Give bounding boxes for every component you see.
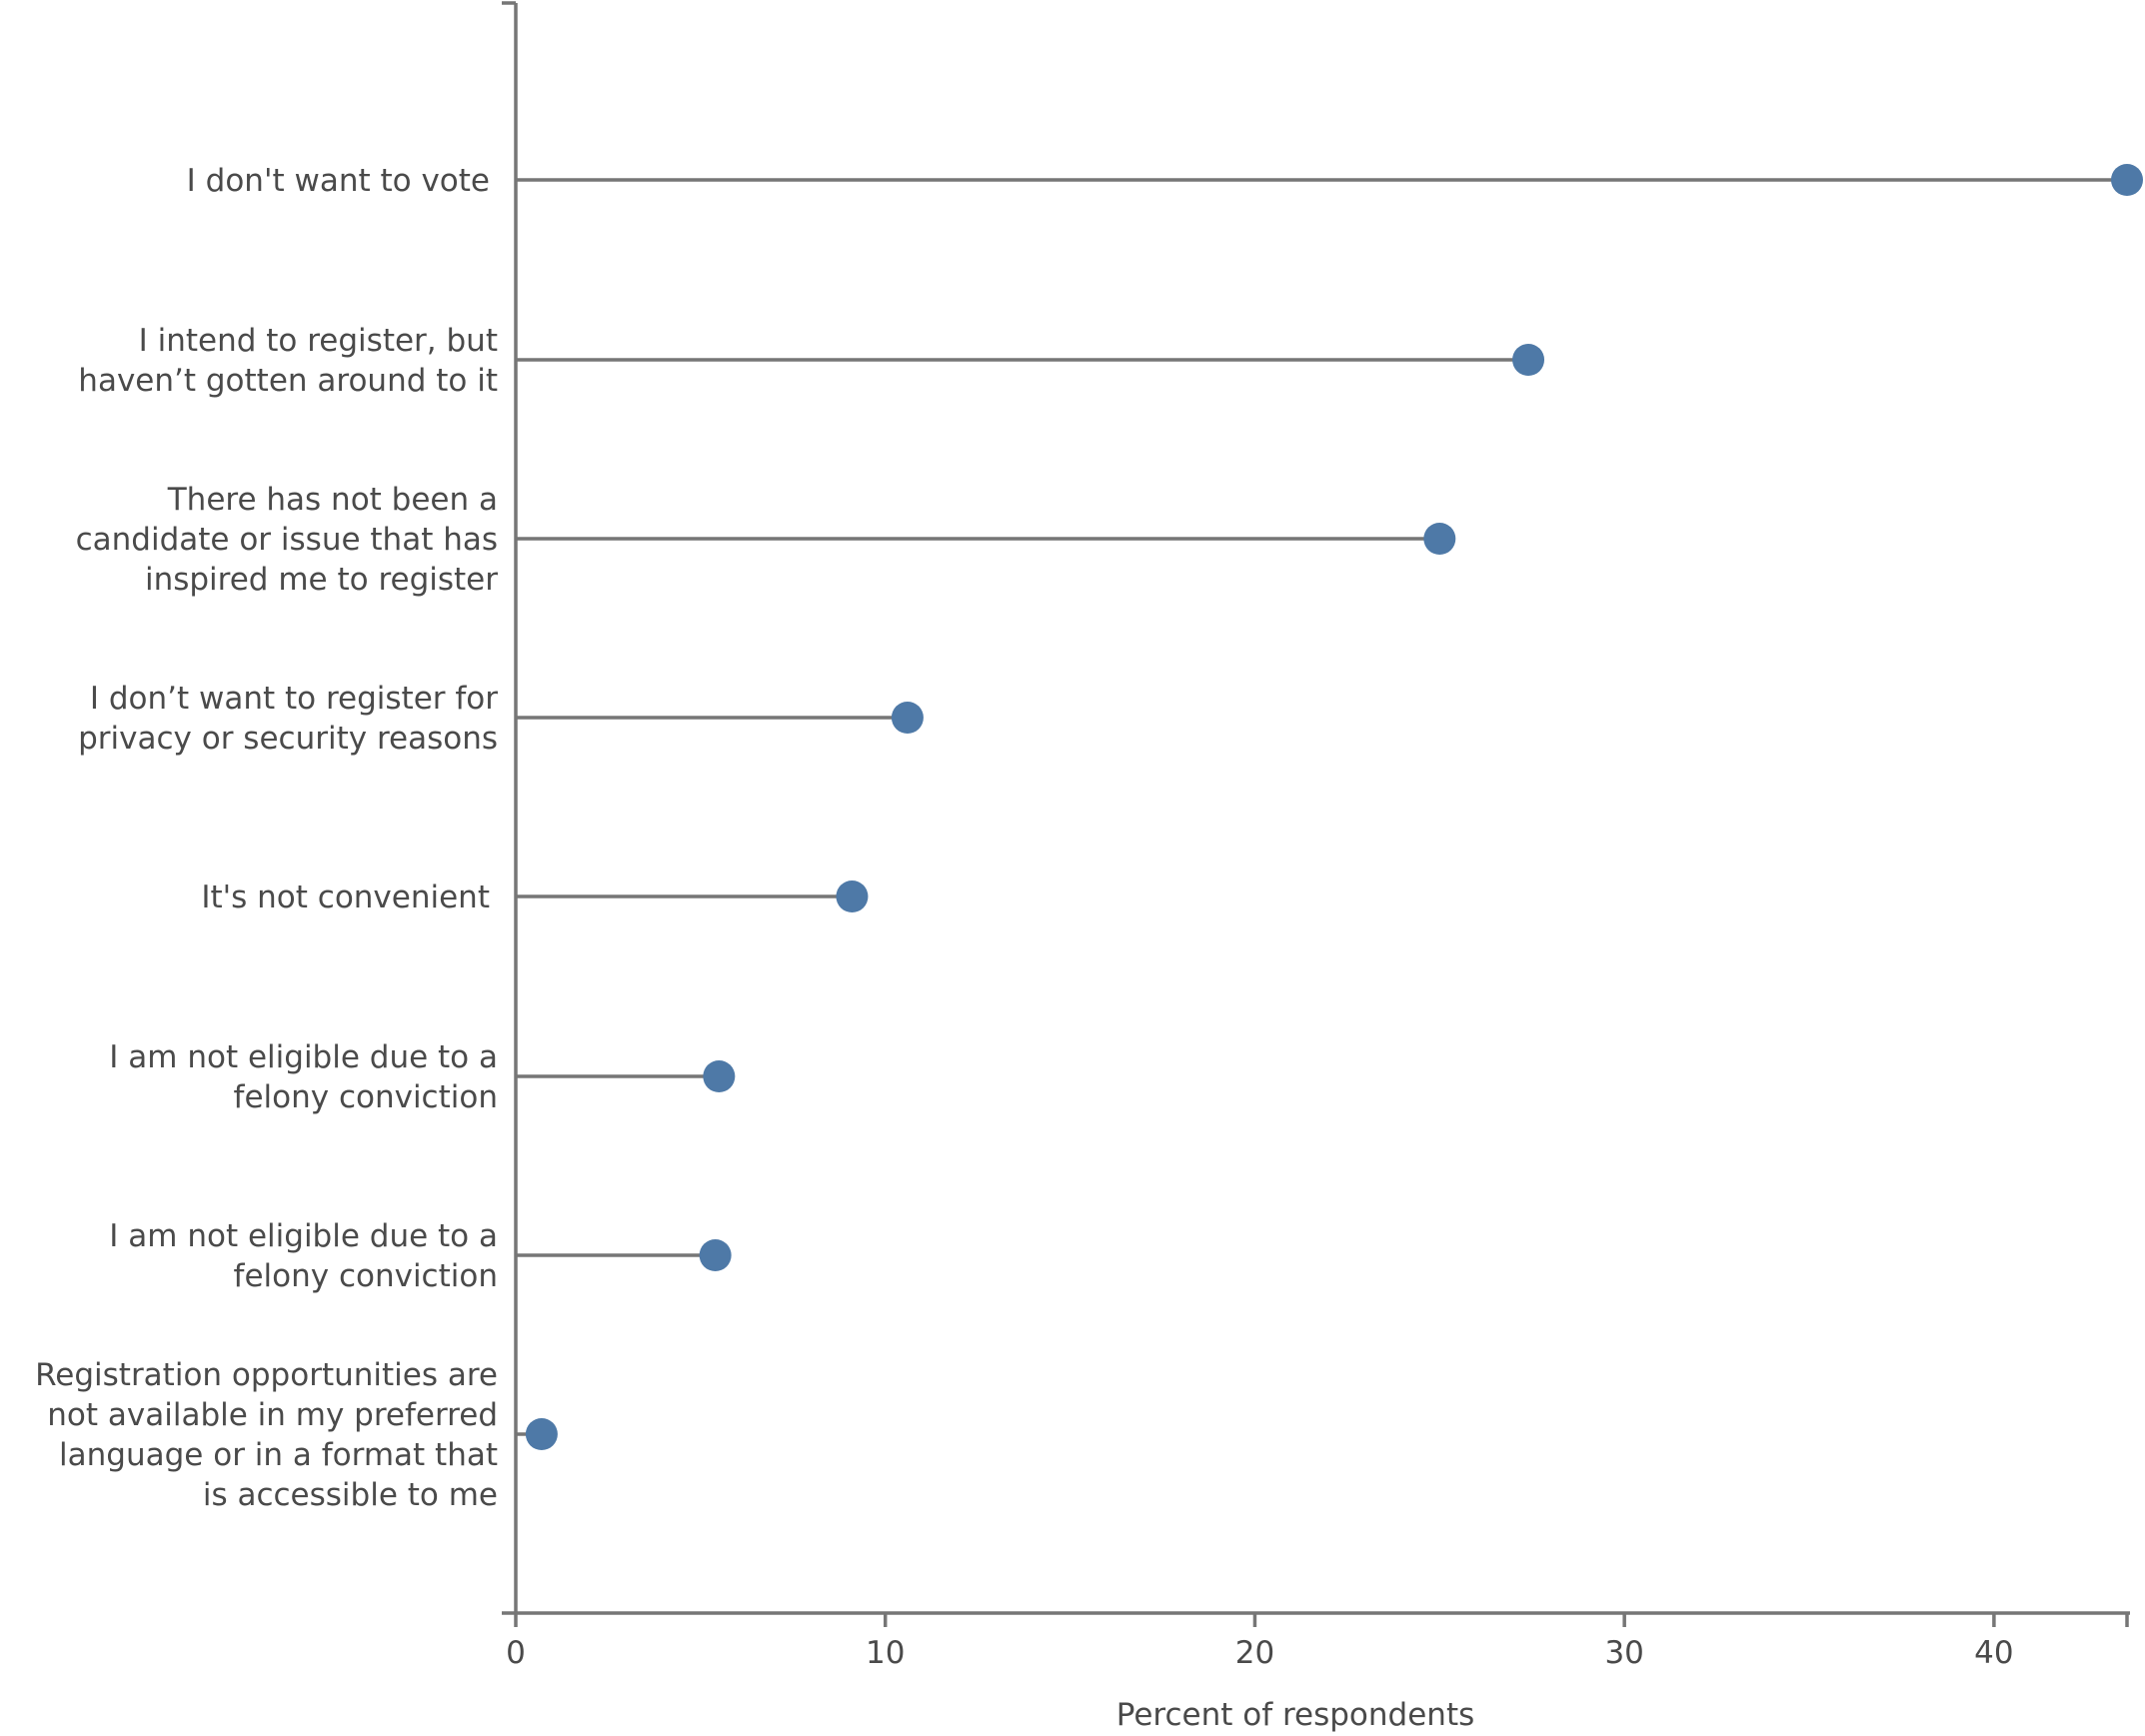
x-ticks: 0 10 20 30 40: [506, 1613, 2129, 1671]
category-label-line: I intend to register, but: [139, 323, 498, 359]
category-label-line: privacy or security reasons: [78, 721, 498, 757]
category-label-line: There has not been a: [167, 482, 498, 518]
category-label: It's not convenient: [201, 879, 490, 915]
category-label-line: inspired me to register: [145, 562, 498, 598]
data-point: [2111, 164, 2143, 196]
axes: [502, 1, 2130, 1615]
category-label: I don't want to vote: [187, 163, 490, 199]
category-label-line: is accessible to me: [203, 1477, 498, 1513]
category-label-line: candidate or issue that has: [76, 522, 498, 558]
x-tick-label: 40: [1974, 1635, 2013, 1671]
category-label-line: I am not eligible due to a: [109, 1218, 498, 1254]
category-label: There has not been a candidate or issue t…: [76, 482, 499, 598]
category-label: I don’t want to register for privacy or s…: [78, 681, 498, 757]
category-label: Registration opportunities are not availa…: [35, 1357, 498, 1513]
data-point: [1512, 344, 1545, 376]
data-point: [699, 1239, 732, 1271]
x-tick-label: 0: [506, 1635, 526, 1671]
dots: [525, 164, 2143, 1450]
x-tick-label: 10: [866, 1635, 905, 1671]
category-label-line: It's not convenient: [201, 879, 490, 915]
x-tick-label: 30: [1604, 1635, 1643, 1671]
category-label-line: felony conviction: [234, 1079, 498, 1115]
data-point: [703, 1060, 736, 1092]
category-label: I am not eligible due to a felony convict…: [109, 1039, 498, 1115]
category-label-line: Registration opportunities are: [35, 1357, 498, 1393]
category-label-line: language or in a format that: [59, 1437, 498, 1473]
category-label-line: not available in my preferred: [47, 1397, 498, 1433]
data-point: [891, 702, 924, 734]
data-point: [836, 880, 869, 912]
category-labels: I don't want to vote I intend to register…: [35, 163, 498, 1513]
category-label-line: I don't want to vote: [187, 163, 490, 199]
data-point: [1423, 523, 1456, 555]
category-label: I am not eligible due to a felony convict…: [109, 1218, 498, 1294]
stems: [516, 178, 2127, 1436]
x-axis-title: Percent of respondents: [1116, 1697, 1475, 1733]
category-label-line: haven’t gotten around to it: [78, 363, 498, 399]
category-label-line: I don’t want to register for: [90, 681, 498, 717]
category-label-line: felony conviction: [234, 1258, 498, 1294]
x-tick-label: 20: [1235, 1635, 1274, 1671]
category-label: I intend to register, but haven’t gotten …: [78, 323, 498, 399]
data-point: [525, 1418, 558, 1450]
category-label-line: I am not eligible due to a: [109, 1039, 498, 1075]
